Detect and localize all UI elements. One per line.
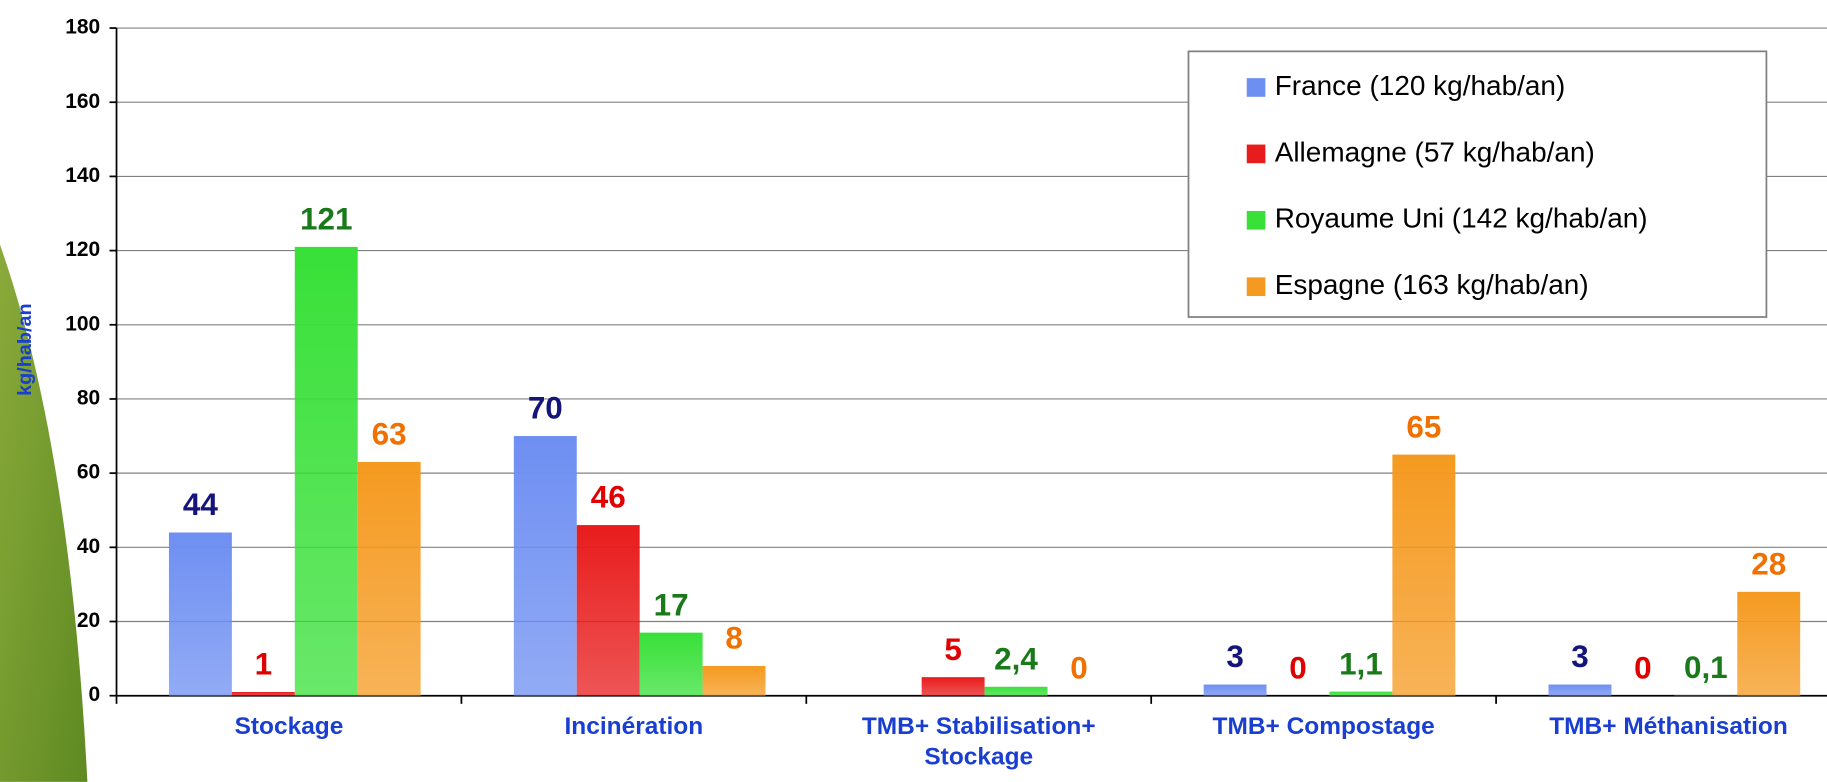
data-label: 3	[1226, 639, 1243, 674]
data-label: 121	[300, 202, 352, 237]
x-tick-label: Incinération	[564, 713, 704, 740]
legend-label: Espagne (163 kg/hab/an)	[1275, 269, 1589, 300]
data-label: 5	[944, 632, 961, 667]
data-label: 8	[725, 621, 742, 656]
x-tick-label-box: TMB+ Stabilisation+ Stockage	[861, 713, 1096, 771]
y-tick-label: 140	[65, 164, 100, 187]
y-tick-label: 60	[77, 461, 100, 484]
data-label: 65	[1406, 409, 1441, 444]
bar	[1329, 691, 1393, 696]
bar	[984, 686, 1048, 696]
x-tick-label-box: Stockage	[234, 713, 344, 740]
legend-swatch	[1246, 210, 1266, 230]
legend-label: Royaume Uni (142 kg/hab/an)	[1275, 203, 1648, 234]
data-label: 2,4	[994, 641, 1038, 676]
data-label: 0	[1289, 650, 1306, 685]
data-label: 1,1	[1339, 646, 1383, 681]
bar	[1392, 454, 1456, 696]
data-label: 63	[372, 417, 407, 452]
x-tick-label-box: TMB+ Méthanisation	[1549, 713, 1788, 740]
data-label: 0	[1070, 650, 1087, 685]
bar	[1203, 684, 1267, 696]
bar	[1737, 591, 1801, 696]
data-label: 3	[1571, 639, 1588, 674]
data-label: 0,1	[1684, 650, 1728, 685]
x-tick-label: TMB+ Méthanisation	[1549, 713, 1788, 740]
data-label: 17	[654, 587, 689, 622]
y-tick-label: 120	[65, 238, 100, 261]
x-tick-label-box: Incinération	[564, 713, 704, 740]
legend-box	[1187, 50, 1768, 318]
bar	[1548, 684, 1612, 696]
data-label: 1	[255, 647, 272, 682]
bar	[168, 532, 232, 696]
bar	[294, 246, 358, 696]
decoration	[0, 244, 88, 782]
data-label: 0	[1634, 650, 1651, 685]
x-tick-label-box: TMB+ Compostage	[1212, 713, 1435, 740]
bar	[513, 436, 577, 696]
data-label: 44	[183, 487, 218, 522]
data-label: 46	[591, 480, 626, 515]
legend-swatch	[1246, 277, 1266, 297]
y-tick-label: 40	[77, 535, 100, 558]
x-tick-label: TMB+ Compostage	[1212, 713, 1435, 740]
y-tick-label: 180	[65, 16, 100, 39]
bar	[639, 632, 703, 696]
bar	[231, 691, 295, 696]
y-tick-label: 100	[65, 312, 100, 335]
legend-swatch	[1246, 144, 1266, 164]
legend-label: France (120 kg/hab/an)	[1275, 70, 1566, 101]
bar	[357, 462, 421, 696]
y-tick-label: 20	[77, 609, 100, 632]
data-label: 70	[528, 391, 563, 426]
legend-label: Allemagne (57 kg/hab/an)	[1275, 136, 1595, 167]
y-axis-label: kg/hab/an	[14, 303, 36, 395]
bar	[576, 525, 640, 696]
data-label: 28	[1751, 547, 1786, 582]
y-tick-label: 0	[89, 683, 101, 706]
x-tick-label: TMB+ Stabilisation+ Stockage	[861, 713, 1096, 771]
bar	[702, 666, 766, 696]
legend-swatch	[1246, 78, 1266, 97]
y-tick-label: 160	[65, 90, 100, 113]
y-tick-label: 80	[77, 387, 100, 410]
x-tick-label: Stockage	[234, 713, 344, 740]
bar	[921, 677, 985, 696]
